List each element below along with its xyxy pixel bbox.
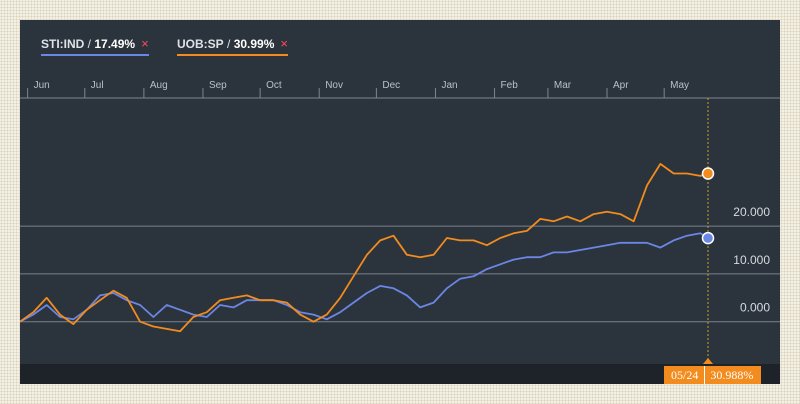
crosshair-tooltip: 05/24 30.988% (664, 366, 762, 384)
close-icon[interactable]: × (280, 36, 288, 51)
legend: STI:IND / 17.49% × UOB:SP / 30.99% × (20, 20, 780, 64)
y-axis-label: 10.000 (733, 253, 770, 267)
legend-percent: 30.99% (233, 37, 275, 51)
legend-underline (41, 54, 149, 56)
series-line (20, 162, 709, 333)
month-label: Sep (209, 80, 227, 91)
month-label: Feb (501, 80, 519, 91)
chart-panel: STI:IND / 17.49% × UOB:SP / 30.99% × Jun Ju… (20, 20, 780, 384)
tooltip-value: 30.988% (710, 368, 754, 382)
end-point-marker (701, 167, 715, 180)
month-label: Nov (325, 80, 343, 91)
legend-item-sti[interactable]: STI:IND / 17.49% × (41, 36, 149, 56)
legend-separator: / (223, 37, 234, 51)
month-label: Aug (150, 80, 168, 91)
legend-separator: / (84, 37, 95, 51)
end-point-marker (701, 231, 715, 245)
chart-footer (20, 364, 780, 384)
legend-symbol: UOB:SP (177, 37, 224, 51)
month-label: Jul (91, 80, 104, 91)
month-label: Jan (441, 80, 457, 91)
month-label: May (670, 80, 689, 91)
legend-symbol: STI:IND (41, 37, 85, 51)
month-label: Oct (266, 80, 282, 91)
legend-percent: 17.49% (94, 37, 136, 51)
y-axis-label: 20.000 (733, 205, 770, 219)
series-line (20, 232, 709, 323)
month-label: Dec (382, 80, 400, 91)
month-label: Jun (34, 80, 50, 91)
line-chart[interactable]: Jun Jul Aug Sep Oct Nov Dec Jan Feb Mar Apr May 20.0… (20, 20, 780, 364)
month-label: Apr (613, 80, 629, 91)
month-label: Mar (554, 80, 572, 91)
close-icon[interactable]: × (141, 36, 149, 51)
tooltip-date: 05/24 (664, 366, 706, 384)
legend-underline (177, 54, 288, 56)
crosshair-marker (703, 358, 713, 364)
legend-item-uob[interactable]: UOB:SP / 30.99% × (177, 36, 288, 56)
y-axis-label: 0.000 (740, 301, 770, 315)
